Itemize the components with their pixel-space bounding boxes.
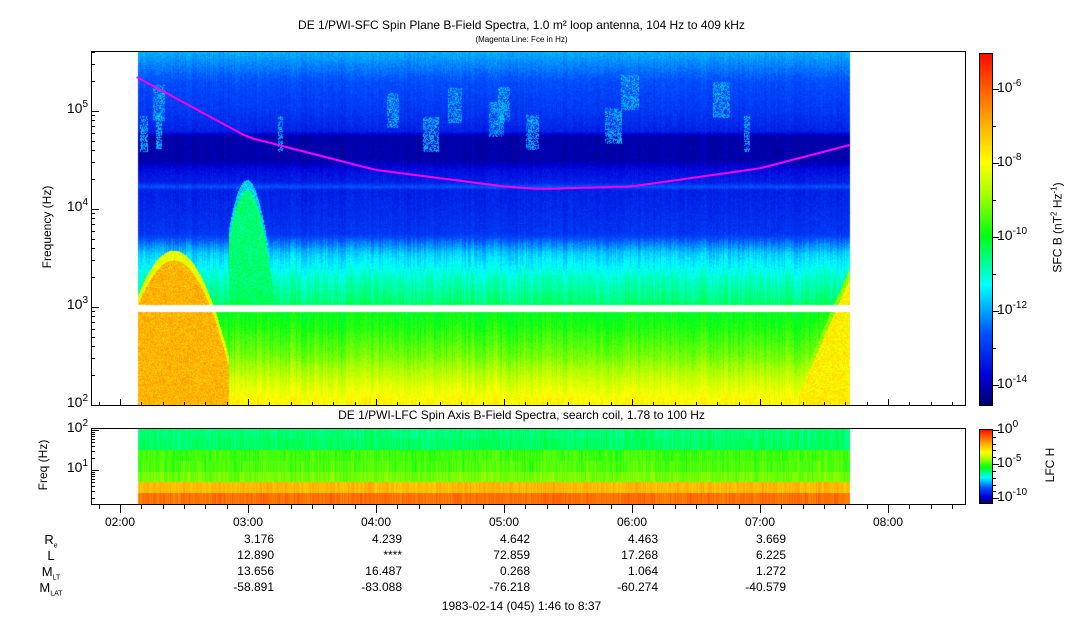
ephemeris-value: 12.890 bbox=[237, 548, 274, 562]
sfc-colorbar-frame bbox=[979, 53, 993, 406]
lfc-colorbar-frame bbox=[979, 429, 993, 504]
y-tick-label: 103 bbox=[66, 295, 88, 313]
colorbar-tick-label: 10-14 bbox=[997, 374, 1028, 392]
x-tick-label: 02:00 bbox=[104, 515, 136, 529]
colorbar-tick-label: 10-10 bbox=[997, 225, 1028, 243]
x-tick-label: 08:00 bbox=[872, 515, 904, 529]
x-tick-label: 04:00 bbox=[360, 515, 392, 529]
ephemeris-value: 4.239 bbox=[371, 532, 402, 546]
sfc-colorbar-label: SFC B (nT2 Hz-1) bbox=[1049, 182, 1065, 273]
x-tick-label: 06:00 bbox=[616, 515, 648, 529]
colorbar-tick-label: 10-6 bbox=[997, 77, 1022, 95]
ephemeris-value: -83.088 bbox=[361, 580, 402, 594]
y-tick-label: 102 bbox=[66, 393, 88, 411]
ephemeris-value: 72.859 bbox=[493, 548, 530, 562]
ephemeris-value: 3.176 bbox=[243, 532, 274, 546]
ephemeris-value: -58.891 bbox=[233, 580, 274, 594]
lfc-colorbar-tick-label: 100 bbox=[997, 419, 1019, 437]
lfc-spectrogram bbox=[91, 428, 966, 504]
ephemeris-value: 3.669 bbox=[755, 532, 786, 546]
ephemeris-value: 1.064 bbox=[627, 564, 658, 578]
lfc-colorbar bbox=[979, 429, 992, 503]
ephemeris-row-label: MLT bbox=[41, 564, 61, 582]
y-tick-label: 105 bbox=[66, 99, 88, 117]
ephemeris-value: 13.656 bbox=[237, 564, 274, 578]
lfc-y-tick-label: 101 bbox=[66, 458, 88, 476]
sfc-y-label: Frequency (Hz) bbox=[40, 185, 54, 269]
lfc-y-label: Freq (Hz) bbox=[36, 439, 50, 491]
ephemeris-value: **** bbox=[383, 548, 402, 562]
ephemeris-value: -40.579 bbox=[745, 580, 786, 594]
sfc-title: DE 1/PWI-SFC Spin Plane B-Field Spectra,… bbox=[298, 18, 745, 32]
ephemeris-row-label: L bbox=[47, 548, 55, 563]
lfc-plot-frame bbox=[91, 428, 966, 505]
x-tick-label: 05:00 bbox=[488, 515, 520, 529]
ephemeris-value: 4.642 bbox=[499, 532, 530, 546]
sfc-colorbar bbox=[979, 53, 992, 405]
fce-line bbox=[136, 76, 850, 190]
sfc-plot-frame bbox=[91, 51, 966, 406]
y-tick-label: 104 bbox=[66, 197, 88, 215]
ephemeris-row-label: MLAT bbox=[39, 580, 63, 598]
ephemeris-value: 0.268 bbox=[499, 564, 530, 578]
footer-time-range: 1983-02-14 (045) 1:46 to 8:37 bbox=[441, 599, 602, 613]
ephemeris-value: -60.274 bbox=[617, 580, 658, 594]
colorbar-tick-label: 10-12 bbox=[997, 299, 1028, 317]
ephemeris-row-label: Re bbox=[44, 532, 58, 550]
ephemeris-value: 1.272 bbox=[755, 564, 786, 578]
lfc-title: DE 1/PWI-LFC Spin Axis B-Field Spectra, … bbox=[338, 408, 705, 422]
ephemeris-value: 16.487 bbox=[365, 564, 402, 578]
x-tick-label: 03:00 bbox=[232, 515, 264, 529]
lfc-colorbar-label: LFC H bbox=[1043, 447, 1057, 483]
colorbar-tick-label: 10-8 bbox=[997, 151, 1022, 169]
ephemeris-value: -76.218 bbox=[489, 580, 530, 594]
lfc-colorbar-tick-label: 10-5 bbox=[997, 453, 1022, 471]
lfc-colorbar-tick-label: 10-10 bbox=[997, 487, 1028, 505]
ephemeris-value: 17.268 bbox=[621, 548, 658, 562]
x-tick-label: 07:00 bbox=[744, 515, 776, 529]
lfc-y-tick-label: 102 bbox=[66, 418, 88, 436]
sfc-spectrogram bbox=[91, 51, 966, 405]
ephemeris-value: 6.225 bbox=[755, 548, 786, 562]
sfc-subtitle: (Magenta Line: Fce in Hz) bbox=[475, 35, 568, 44]
ephemeris-value: 4.463 bbox=[627, 532, 658, 546]
